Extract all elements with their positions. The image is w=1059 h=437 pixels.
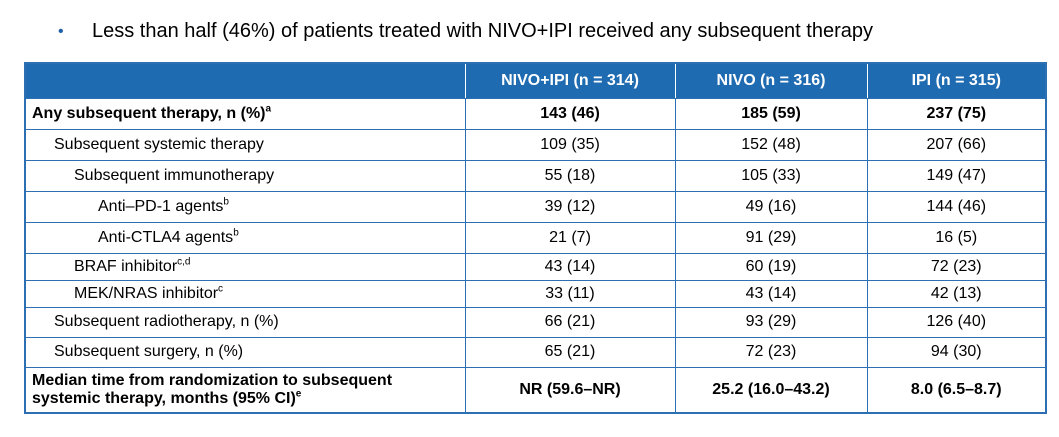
cell-nivo-ipi: 43 (14) [464,253,675,281]
cell-nivo: 49 (16) [674,191,867,223]
summary-bullet: • Less than half (46%) of patients treat… [58,20,873,43]
row-label: Anti-CTLA4 agentsb [26,222,465,254]
cell-ipi: 207 (66) [866,129,1045,161]
row-label: Subsequent systemic therapy [26,129,465,161]
table-header-row: NIVO+IPI (n = 314) NIVO (n = 316) IPI (n… [26,64,1045,99]
cell-nivo-ipi: 55 (18) [464,160,675,192]
cell-ipi: 72 (23) [866,253,1045,281]
cell-nivo-ipi: 66 (21) [464,307,675,338]
cell-nivo-ipi: 143 (46) [464,98,675,130]
header-blank [26,64,465,99]
table-row: MEK/NRAS inhibitorc 33 (11) 43 (14) 42 (… [26,280,1045,308]
cell-nivo-ipi: 39 (12) [464,191,675,223]
header-nivo: NIVO (n = 316) [674,64,867,99]
cell-nivo-ipi: NR (59.6–NR) [464,367,675,412]
cell-nivo: 43 (14) [674,280,867,308]
cell-nivo: 185 (59) [674,98,867,130]
cell-nivo-ipi: 21 (7) [464,222,675,254]
table-row: Subsequent systemic therapy 109 (35) 152… [26,129,1045,161]
cell-nivo: 72 (23) [674,337,867,368]
table-row: Subsequent radiotherapy, n (%) 66 (21) 9… [26,307,1045,338]
table-row: Subsequent immunotherapy 55 (18) 105 (33… [26,160,1045,192]
cell-ipi: 149 (47) [866,160,1045,192]
table-row: BRAF inhibitorc,d 43 (14) 60 (19) 72 (23… [26,253,1045,281]
row-label: Subsequent radiotherapy, n (%) [26,307,465,338]
table-row: Subsequent surgery, n (%) 65 (21) 72 (23… [26,337,1045,368]
row-label: Subsequent immunotherapy [26,160,465,192]
header-nivo-ipi: NIVO+IPI (n = 314) [464,64,675,99]
table-row: Anti-CTLA4 agentsb 21 (7) 91 (29) 16 (5) [26,222,1045,254]
cell-nivo-ipi: 65 (21) [464,337,675,368]
row-label: Any subsequent therapy, n (%)a [26,98,465,130]
cell-ipi: 144 (46) [866,191,1045,223]
subsequent-therapy-table: NIVO+IPI (n = 314) NIVO (n = 316) IPI (n… [24,62,1047,414]
cell-nivo: 152 (48) [674,129,867,161]
cell-nivo: 25.2 (16.0–43.2) [674,367,867,412]
cell-ipi: 94 (30) [866,337,1045,368]
bullet-icon: • [58,22,64,40]
row-label: BRAF inhibitorc,d [26,253,465,281]
row-label: Subsequent surgery, n (%) [26,337,465,368]
row-label: Anti–PD-1 agentsb [26,191,465,223]
cell-nivo: 105 (33) [674,160,867,192]
header-ipi: IPI (n = 315) [866,64,1045,99]
cell-nivo: 91 (29) [674,222,867,254]
cell-nivo-ipi: 109 (35) [464,129,675,161]
cell-ipi: 126 (40) [866,307,1045,338]
cell-nivo: 93 (29) [674,307,867,338]
table-row: Anti–PD-1 agentsb 39 (12) 49 (16) 144 (4… [26,191,1045,223]
summary-text: Less than half (46%) of patients treated… [92,20,874,42]
cell-ipi: 16 (5) [866,222,1045,254]
row-label: Median time from randomization to subseq… [32,371,393,407]
cell-nivo-ipi: 33 (11) [464,280,675,308]
table-row: Median time from randomization to subseq… [26,367,1045,412]
cell-ipi: 8.0 (6.5–8.7) [866,367,1045,412]
row-label: MEK/NRAS inhibitorc [26,280,465,308]
cell-nivo: 60 (19) [674,253,867,281]
table-row: Any subsequent therapy, n (%)a 143 (46) … [26,98,1045,130]
cell-ipi: 237 (75) [866,98,1045,130]
cell-ipi: 42 (13) [866,280,1045,308]
